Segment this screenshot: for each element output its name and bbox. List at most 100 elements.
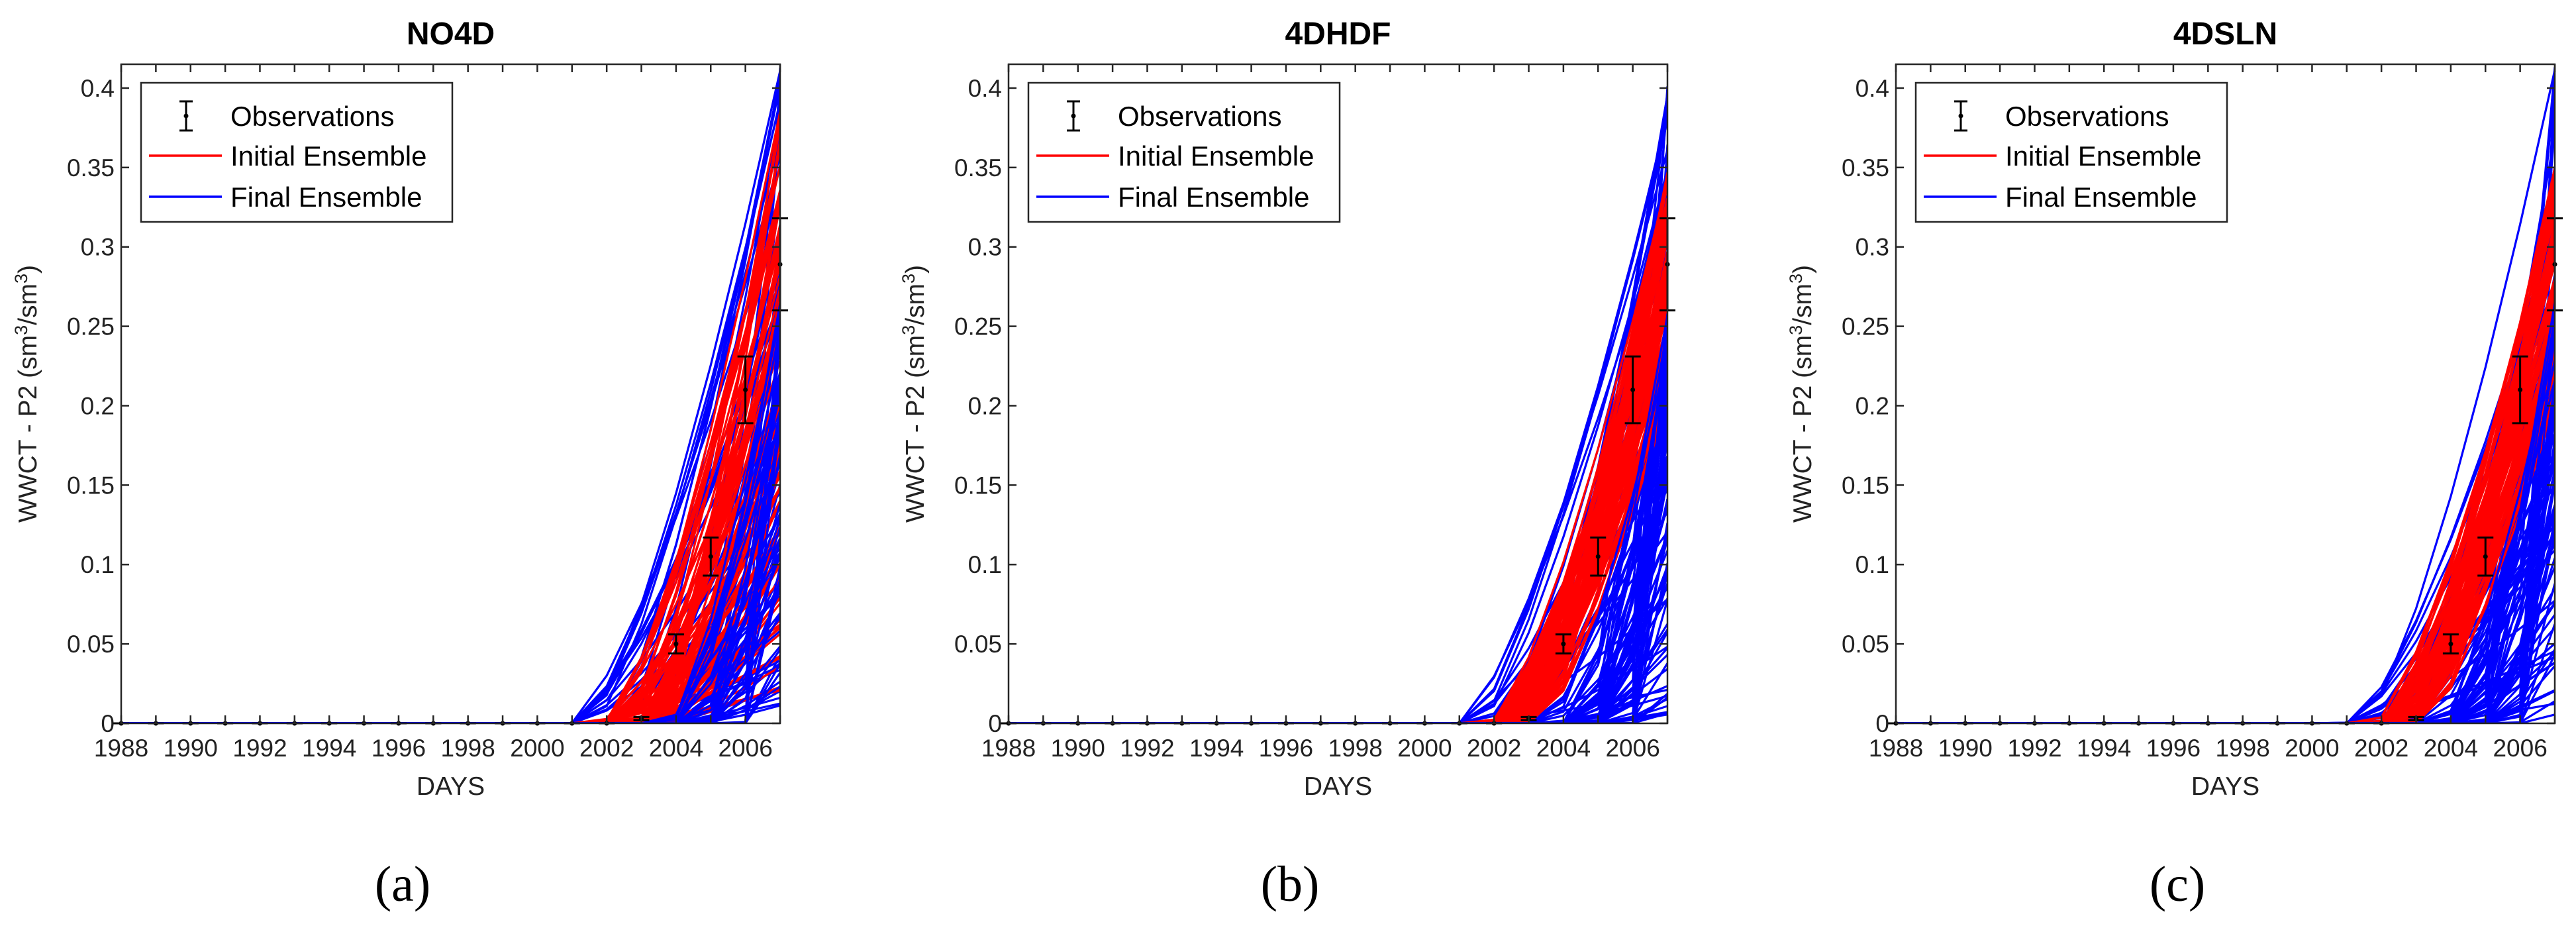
initial-ensemble-line [1896, 195, 2555, 723]
y-tick-label: 0.4 [81, 75, 115, 102]
x-tick-label: 2002 [579, 735, 634, 762]
final-ensemble-line [1896, 274, 2555, 723]
initial-ensemble-line [1896, 181, 2555, 723]
final-ensemble-line [121, 102, 780, 723]
observation-point [2483, 554, 2488, 559]
initial-ensemble-line [121, 562, 780, 723]
initial-ensemble-line [121, 264, 780, 723]
y-tick-label: 0.25 [954, 313, 1002, 340]
initial-ensemble-line [121, 342, 780, 723]
initial-ensemble-line [1896, 223, 2555, 723]
initial-ensemble-line [121, 127, 780, 723]
initial-ensemble-line [121, 246, 780, 723]
y-axis-label: WWCT - P2 (sm3/sm3) [899, 265, 930, 523]
initial-ensemble-line [121, 244, 780, 723]
x-tick-label: 1996 [372, 735, 426, 762]
initial-ensemble-line [121, 554, 780, 723]
y-tick-label: 0.15 [67, 472, 115, 499]
initial-ensemble-line [121, 239, 780, 723]
final-ensemble-line [1896, 282, 2555, 723]
initial-ensemble-line [1009, 337, 1667, 723]
initial-ensemble-line [121, 633, 780, 723]
chart-title: 4DSLN [2173, 17, 2277, 52]
initial-ensemble-line [1896, 244, 2555, 723]
initial-ensemble-line [1896, 346, 2555, 723]
x-tick-label: 1994 [1189, 735, 1244, 762]
final-ensemble-line [1009, 121, 1667, 723]
x-tick-label: 1998 [1328, 735, 1383, 762]
final-ensemble-line [1896, 661, 2555, 723]
initial-ensemble-line [121, 114, 780, 723]
y-axis-label-part: 3 [899, 325, 918, 335]
y-tick-label: 0.4 [968, 75, 1002, 102]
x-tick-label: 2006 [1605, 735, 1660, 762]
initial-ensemble-line [121, 452, 780, 723]
axes-frame [1007, 63, 1669, 725]
x-tick-label: 1990 [1938, 735, 1993, 762]
initial-ensemble-line [121, 148, 780, 723]
final-ensemble-line [1009, 695, 1667, 723]
initial-ensemble-line [121, 111, 780, 723]
y-tick-label: 0.2 [81, 392, 115, 419]
final-ensemble-line [1896, 221, 2555, 723]
final-ensemble-line [1896, 70, 2555, 723]
legend-final-label: Final Ensemble [1118, 181, 1309, 213]
observation-point [1630, 388, 1636, 393]
legend-box [140, 81, 454, 223]
final-ensemble-line [121, 316, 780, 723]
legend: Observations Initial Ensemble Final Ensemb… [1914, 81, 2228, 223]
x-tick-label: 2006 [2493, 735, 2547, 762]
legend-initial-label: Initial Ensemble [2005, 140, 2201, 172]
final-ensemble-line [121, 378, 780, 723]
x-tick-label: 1988 [94, 735, 148, 762]
y-tick-label: 0.05 [1842, 631, 1889, 658]
y-tick-label: 0.15 [954, 472, 1002, 499]
initial-ensemble-line [121, 470, 780, 723]
initial-ensemble-line [1896, 209, 2555, 723]
x-tick-label: 1996 [2146, 735, 2201, 762]
x-tick-label: 1990 [1051, 735, 1105, 762]
y-axis-label-part: ) [14, 265, 42, 274]
x-axis-label: DAYS [1304, 772, 1372, 801]
initial-ensemble-line [121, 256, 780, 723]
initial-ensemble-line [1009, 289, 1667, 723]
y-tick-label: 0.2 [1856, 392, 1889, 419]
y-tick-label: 0.35 [954, 154, 1002, 181]
y-tick-label: 0.2 [968, 392, 1002, 419]
initial-ensemble-line [1896, 397, 2555, 723]
y-tick-label: 0.3 [968, 234, 1002, 261]
initial-ensemble-line [1896, 167, 2555, 723]
initial-ensemble-line [1896, 251, 2555, 723]
final-ensemble-line [121, 155, 780, 723]
initial-ensemble-line [1009, 311, 1667, 723]
initial-ensemble-line [121, 500, 780, 723]
final-ensemble-line [1009, 354, 1667, 723]
x-axis-label: DAYS [417, 772, 485, 801]
final-ensemble-line [1009, 171, 1667, 723]
initial-ensemble-line [1009, 272, 1667, 723]
initial-ensemble-line [121, 627, 780, 723]
y-axis-label-part: 3 [11, 274, 31, 284]
legend-final-label: Final Ensemble [230, 181, 422, 213]
initial-ensemble-line [1896, 286, 2555, 723]
initial-ensemble-line [121, 165, 780, 723]
x-tick-label: 1992 [232, 735, 287, 762]
initial-ensemble-line [1896, 345, 2555, 723]
initial-ensemble-line [1009, 395, 1667, 723]
y-tick-label: 0.25 [67, 313, 115, 340]
y-axis-label-part: WWCT - P2 (sm [1789, 335, 1817, 523]
final-ensemble-line [1009, 366, 1667, 723]
y-tick-label: 0.1 [81, 551, 115, 578]
initial-ensemble-line [1896, 183, 2555, 723]
x-tick-label: 1990 [164, 735, 218, 762]
x-tick-label: 1996 [1259, 735, 1313, 762]
chart-panel-4dhdf: 0 0.05 0.1 0.15 0.2 0.25 0.3 0.35 0.4 1988 1990 199… [899, 17, 1675, 801]
y-tick-label: 0.4 [1856, 75, 1889, 102]
chart-panel-no4d: 0 0.05 0.1 0.15 0.2 0.25 0.3 0.35 0.4 1988 1990 199… [11, 17, 788, 801]
initial-ensemble-line [1009, 386, 1667, 723]
initial-ensemble-line [1009, 401, 1667, 723]
initial-ensemble-line [1009, 288, 1667, 723]
final-ensemble-line [121, 70, 780, 723]
y-axis-label-part: /sm [1789, 284, 1817, 325]
